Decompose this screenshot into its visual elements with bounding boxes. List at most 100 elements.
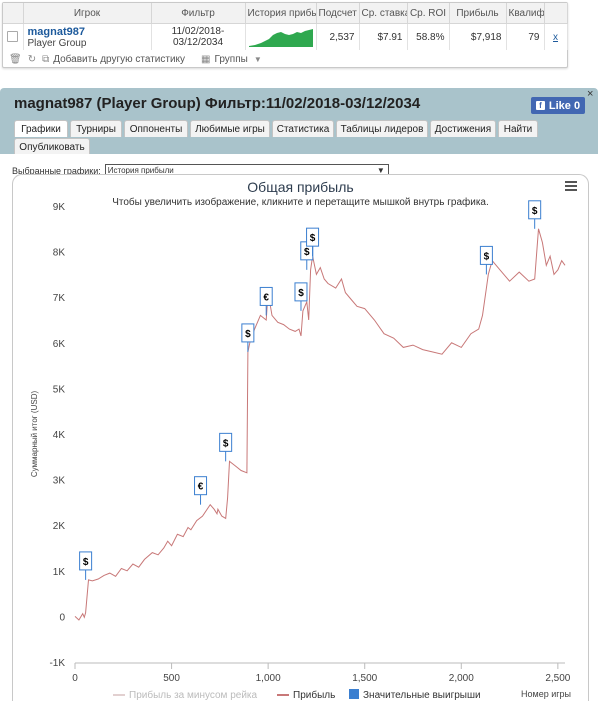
y-tick-label: 5K <box>53 384 66 395</box>
player-panel: magnat987 (Player Group) Фильтр:11/02/20… <box>0 88 598 701</box>
y-tick-label: 9K <box>53 202 66 213</box>
tab-charts[interactable]: Графики <box>14 120 68 137</box>
header-avg-stake[interactable]: Ср. ставка <box>359 3 408 24</box>
legend-label-profit: Прибыль <box>293 689 335 701</box>
qualif-cell: 79 <box>506 23 545 50</box>
profit-cell: $7,918 <box>449 23 507 50</box>
remove-row-link[interactable]: x <box>544 23 568 50</box>
avg-stake-cell: $7.91 <box>359 23 408 50</box>
add-stat-button[interactable]: Добавить другую статистику <box>53 54 186 65</box>
tab-tournaments[interactable]: Турниры <box>70 120 122 137</box>
stats-header-row: Игрок Фильтр История прибы Подсчет Ср. с… <box>3 3 568 24</box>
facebook-icon: f <box>535 101 545 110</box>
count-cell: 2,537 <box>316 23 360 50</box>
header-profit-history[interactable]: История прибы <box>245 3 317 24</box>
refresh-icon[interactable]: ↻ <box>27 54 37 65</box>
tab-opponents[interactable]: Оппоненты <box>124 120 188 137</box>
big-win-flag <box>528 200 542 220</box>
legend-label-rake: Прибыль за минусом рейка <box>129 689 258 701</box>
y-tick-label: 2K <box>53 521 66 532</box>
big-win-symbol: $ <box>83 557 89 568</box>
header-count[interactable]: Подсчет <box>316 3 360 24</box>
tab-achievements[interactable]: Достижения <box>430 120 496 137</box>
big-win-symbol: € <box>263 292 269 303</box>
header-profit[interactable]: Прибыль <box>449 3 507 24</box>
chart-selector-value: История прибыли <box>107 166 174 175</box>
x-tick-label: 2,000 <box>449 673 474 684</box>
stats-toolbar: 🗑 ↻ ⧉ Добавить другую статистику ▦ Групп… <box>3 52 567 67</box>
header-remove-col <box>544 3 568 24</box>
filter-line-1: 11/02/2018- <box>171 26 225 37</box>
header-qualif[interactable]: Квалиф <box>506 3 545 24</box>
tab-favorite-games[interactable]: Любимые игры <box>190 120 270 137</box>
tab-search[interactable]: Найти <box>498 120 538 137</box>
stats-table: Игрок Фильтр История прибы Подсчет Ср. с… <box>3 3 568 50</box>
close-icon[interactable]: × <box>587 88 594 100</box>
big-win-flag <box>259 286 273 306</box>
x-tick-label: 500 <box>163 673 180 684</box>
sparkline-area <box>248 29 313 47</box>
big-win-flag <box>306 227 320 247</box>
tab-leaderboards[interactable]: Таблицы лидеров <box>336 120 428 137</box>
chevron-down-icon[interactable]: ▼ <box>253 55 262 64</box>
facebook-like-button[interactable]: f Like 0 <box>531 97 585 114</box>
row-checkbox-cell <box>3 23 24 50</box>
player-cell: magnat987 Player Group <box>23 23 152 50</box>
tab-publish[interactable]: Опубликовать <box>14 138 90 155</box>
y-tick-label: 3K <box>53 476 66 487</box>
filter-cell: 11/02/2018- 03/12/2034 <box>151 23 246 50</box>
profit-sparkline[interactable] <box>248 27 313 47</box>
groups-icon: ▦ <box>201 54 211 65</box>
y-tick-label: 4K <box>53 430 66 441</box>
big-win-symbol: $ <box>245 329 251 340</box>
x-tick-label: 0 <box>72 673 78 684</box>
groups-dropdown[interactable]: Группы <box>214 54 248 65</box>
x-tick-label: 1,000 <box>256 673 281 684</box>
chart-subtitle: Чтобы увеличить изображение, кликните и … <box>112 197 489 208</box>
header-filter[interactable]: Фильтр <box>151 3 246 24</box>
chevron-down-icon: ▼ <box>376 166 385 175</box>
y-tick-label: 8K <box>53 248 66 259</box>
legend-swatch-big-wins <box>349 689 359 699</box>
copy-icon: ⧉ <box>42 54 50 65</box>
row-checkbox[interactable] <box>7 31 19 43</box>
sparkline-cell <box>245 23 317 50</box>
header-avg-roi[interactable]: Ср. ROI <box>407 3 450 24</box>
big-win-flag <box>194 476 208 496</box>
stats-panel: Игрок Фильтр История прибы Подсчет Ср. с… <box>2 2 568 68</box>
chart-selector-row: Выбранные графики: История прибыли ▼ <box>12 164 389 177</box>
chart-container[interactable]: Общая прибыль Чтобы увеличить изображени… <box>12 174 589 701</box>
big-win-flag <box>294 282 308 302</box>
header-checkbox-col <box>3 3 24 24</box>
x-tick-label: 2,500 <box>545 673 570 684</box>
filter-line-2: 03/12/2034 <box>172 37 224 48</box>
trash-icon[interactable]: 🗑 <box>9 54 22 65</box>
x-tick-label: 1,500 <box>352 673 377 684</box>
big-win-flag <box>241 323 255 343</box>
y-axis-label: Суммарный итог (USD) <box>30 391 39 478</box>
y-tick-label: -1K <box>49 658 65 669</box>
profit-chart[interactable]: -1K 0 1K 2K 3K 4K 5K 6K 7K 8K 9K 0 500 1,000 1,500 2,00… <box>13 175 588 701</box>
avg-roi-cell: 58.8% <box>407 23 450 50</box>
chart-title: Общая прибыль <box>247 179 354 195</box>
y-tick-label: 1K <box>53 567 66 578</box>
menu-icon[interactable] <box>565 181 577 191</box>
player-group: Player Group <box>27 37 87 49</box>
y-tick-label: 7K <box>53 293 66 304</box>
profit-series-line <box>74 228 566 621</box>
big-win-symbol: $ <box>532 206 538 217</box>
tab-statistics[interactable]: Статистика <box>272 120 334 137</box>
big-win-flag <box>219 432 233 452</box>
tab-content: Выбранные графики: История прибыли ▼ Общ… <box>0 154 598 701</box>
big-win-symbol: $ <box>223 438 229 449</box>
player-name-link[interactable]: magnat987 <box>27 25 85 38</box>
legend-label-big-wins: Значительные выигрыши <box>363 690 481 701</box>
big-win-symbol: $ <box>298 288 304 299</box>
panel-title: magnat987 (Player Group) Фильтр:11/02/20… <box>14 95 421 112</box>
big-win-flag <box>479 245 493 265</box>
header-player[interactable]: Игрок <box>23 3 152 24</box>
x-axis-label: Номер игры <box>521 689 571 699</box>
big-win-symbol: $ <box>310 233 316 244</box>
like-label: Like 0 <box>548 99 581 112</box>
table-row: magnat987 Player Group 11/02/2018- 03/12… <box>3 23 568 50</box>
